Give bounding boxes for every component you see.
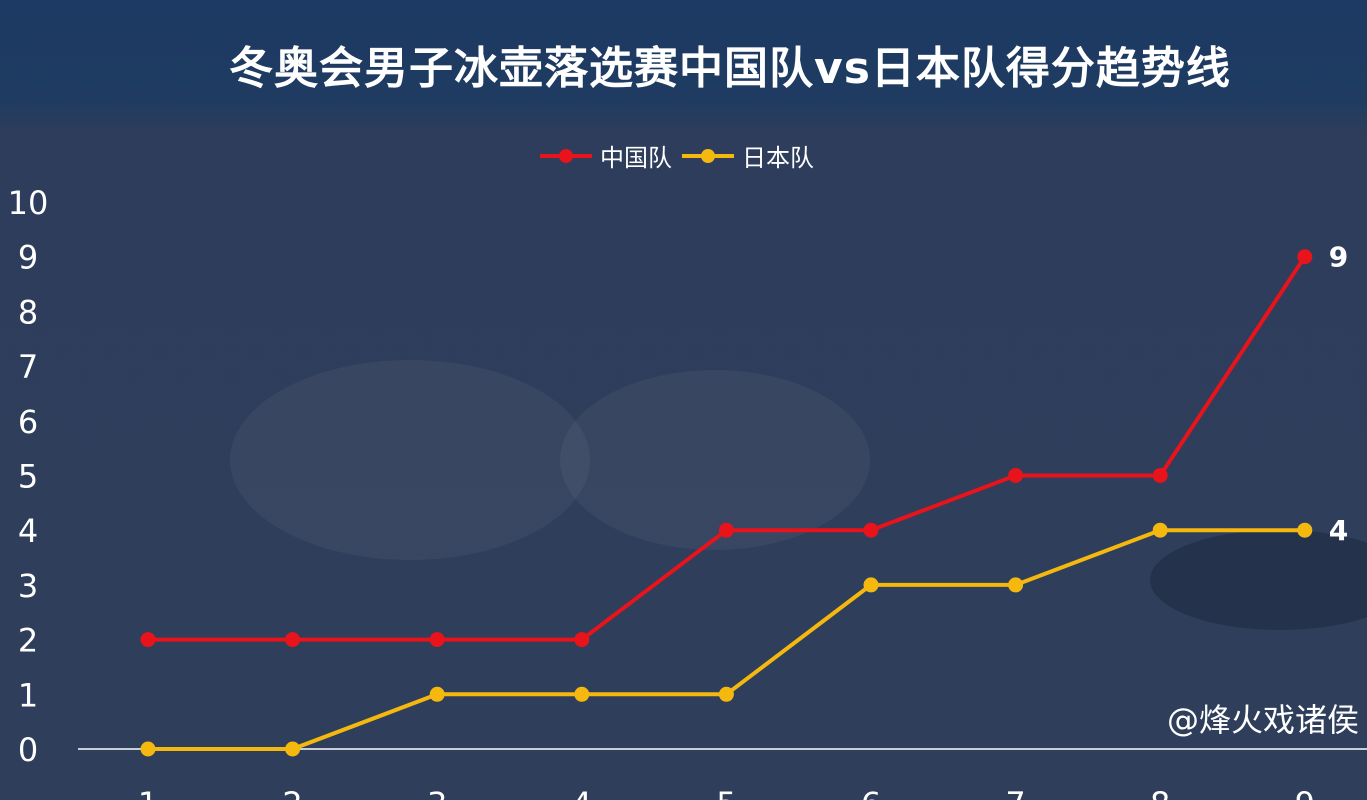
legend: 中国队 日本队 [540,138,824,173]
chart-title: 冬奥会男子冰壶落选赛中国队vs日本队得分趋势线 [229,43,1231,94]
x-tick-label: 9 [1295,785,1315,800]
y-tick-label: 7 [18,348,38,386]
x-tick-label: 7 [1005,785,1025,800]
y-tick-label: 1 [18,676,38,714]
data-point [718,686,734,702]
data-point [1152,468,1168,483]
data-label: 4 [1329,514,1348,547]
x-tick-label: 6 [861,785,881,800]
y-tick-label: 4 [18,512,38,550]
legend-item-japan: 日本队 [682,138,814,173]
y-tick-label: 6 [18,403,38,441]
x-tick-label: 1 [138,785,158,800]
background-stone [1150,530,1367,630]
data-point [140,741,156,757]
y-tick-label: 9 [18,239,38,277]
data-point [863,577,879,593]
x-tick-label: 5 [716,785,736,800]
x-tick-label: 8 [1150,785,1170,800]
data-point [285,741,301,757]
data-point [285,632,301,648]
data-label: 9 [1329,241,1348,274]
legend-marker-japan [682,148,734,163]
data-point [863,522,879,538]
data-point [429,632,445,648]
y-tick-label: 2 [18,622,38,660]
series-line-china [148,255,1307,642]
legend-item-china: 中国队 [540,138,672,173]
data-point [1152,522,1168,538]
x-tick-label: 2 [282,785,302,800]
watermark: @烽火戏诸侯 [1166,701,1359,739]
data-point [1008,468,1024,483]
y-tick-label: 10 [8,184,49,222]
data-point [1008,577,1024,593]
data-point [718,522,734,538]
y-tick-label: 8 [18,293,38,331]
y-tick-label: 3 [18,567,38,605]
legend-marker-china [540,148,592,163]
data-point [1297,522,1313,538]
background-stone [230,360,590,560]
y-tick-label: 0 [18,731,38,769]
legend-label-china: 中国队 [600,144,672,172]
data-point [1297,249,1313,265]
data-point [574,632,590,648]
y-tick-label: 5 [18,458,38,496]
data-point [574,686,590,702]
x-tick-label: 4 [572,785,592,800]
legend-label-japan: 日本队 [742,144,814,172]
data-point [429,686,445,702]
background-stone [560,370,870,550]
data-point [140,632,156,648]
x-tick-label: 3 [427,785,447,800]
